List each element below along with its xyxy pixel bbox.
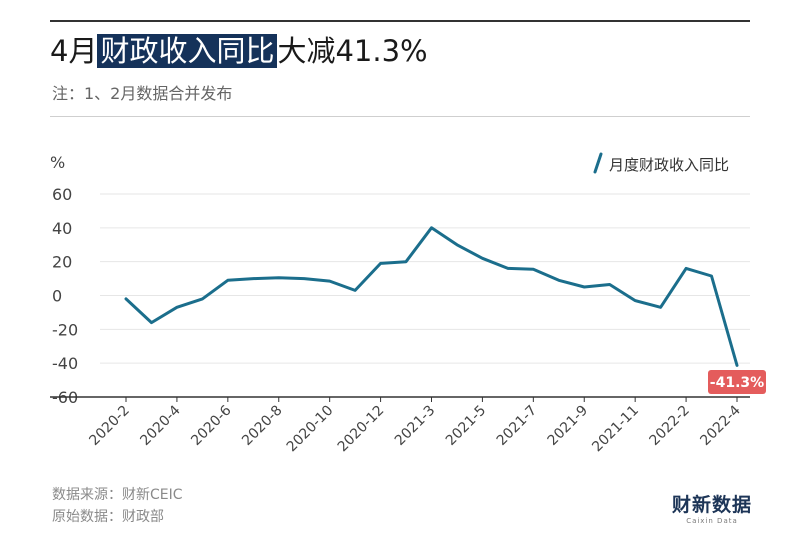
x-tick-label: 2021-5 bbox=[443, 403, 489, 449]
x-tick-label: 2020-12 bbox=[335, 403, 388, 456]
y-axis-unit: % bbox=[50, 153, 65, 172]
y-tick-label: 20 bbox=[52, 253, 72, 272]
logo-sub-mark: Caixin Data bbox=[686, 517, 738, 525]
divider bbox=[50, 116, 750, 117]
y-tick-label: 40 bbox=[52, 219, 72, 238]
x-tick-label: 2021-11 bbox=[589, 403, 642, 456]
x-tick-label: 2022-2 bbox=[647, 403, 693, 449]
y-tick-label: -20 bbox=[52, 320, 78, 339]
value-callout-label: -41.3% bbox=[710, 375, 764, 391]
data-source: 数据来源：财新CEIC bbox=[52, 487, 183, 503]
title-highlight: 财政收入同比 bbox=[97, 34, 278, 68]
chart-title: 4月 财政收入同比 大减41.3% bbox=[50, 30, 428, 72]
y-tick-label: 0 bbox=[52, 287, 62, 306]
x-tick-label: 2020-4 bbox=[137, 402, 183, 448]
x-tick-label: 2021-3 bbox=[392, 403, 438, 449]
x-tick-label: 2022-4 bbox=[697, 402, 743, 448]
original-data-source: 原始数据：财政部 bbox=[52, 509, 164, 525]
y-tick-label: 60 bbox=[52, 185, 72, 204]
legend-label: 月度财政收入同比 bbox=[609, 156, 729, 174]
top-rule bbox=[50, 20, 750, 22]
caixin-data-logo: 财新数据 Caixin Data bbox=[672, 490, 752, 525]
legend-swatch bbox=[593, 152, 603, 174]
x-tick-label: 2020-2 bbox=[86, 403, 132, 449]
x-tick-label: 2021-7 bbox=[494, 403, 540, 449]
y-tick-label: -40 bbox=[52, 354, 78, 373]
x-tick-label: 2020-6 bbox=[188, 402, 234, 448]
title-prefix: 4月 bbox=[50, 34, 98, 68]
series-line bbox=[124, 226, 739, 367]
chart-note: 注：1、2月数据合并发布 bbox=[52, 84, 233, 103]
x-tick-label: 2020-10 bbox=[284, 403, 337, 456]
x-tick-label: 2021-9 bbox=[545, 403, 591, 449]
title-suffix: 大减41.3% bbox=[277, 34, 428, 68]
value-callout bbox=[708, 370, 766, 394]
logo-text: 财新数据 bbox=[671, 494, 752, 516]
x-tick-label: 2020-8 bbox=[239, 403, 285, 449]
